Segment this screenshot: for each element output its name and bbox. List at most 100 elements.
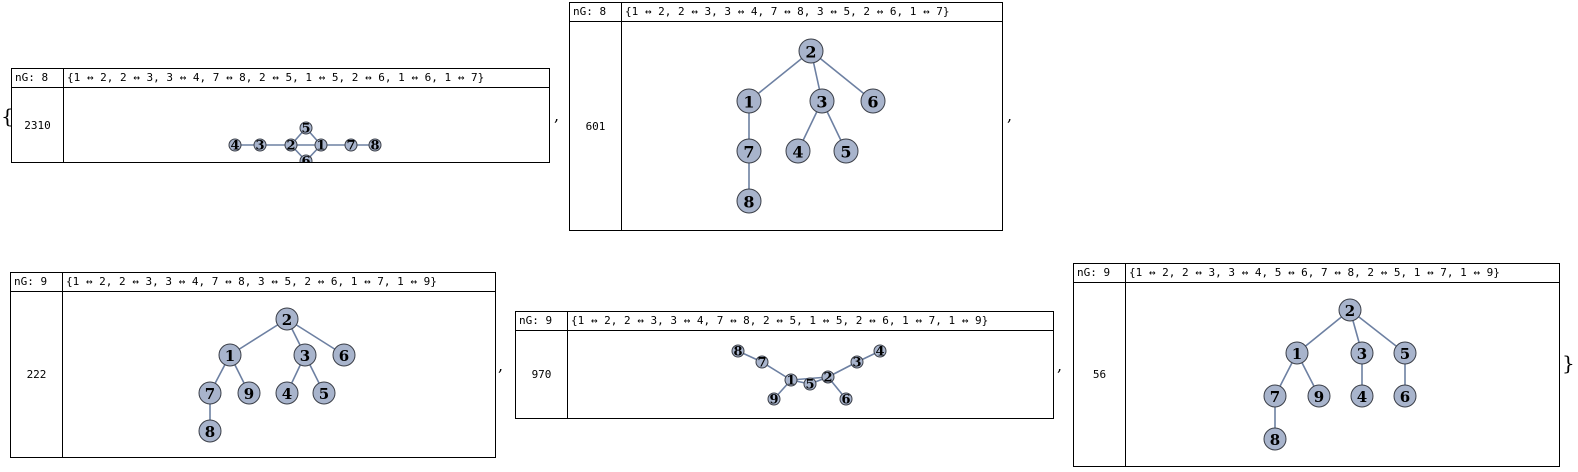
graph-node-2: 2 [1338,298,1362,322]
graph-node-3: 3 [850,355,864,371]
graph-node-5: 5 [1393,341,1417,365]
graph-node-circle [1393,341,1417,365]
graph-node-8: 8 [731,344,745,360]
graph-node-circle [860,88,886,114]
graph-node-circle [1350,341,1374,365]
graph-node-4: 4 [228,138,242,154]
graph-node-label: 5 [301,122,310,137]
node-count-label: nG: 9 [516,312,568,330]
graph-node-8: 8 [1263,427,1287,451]
graph-node-circle [731,344,745,358]
graph-node-1: 1 [784,373,798,389]
graph-node-label: 8 [733,345,742,360]
graph-card-3: nG: 9 {1 ↔ 2, 2 ↔ 3, 3 ↔ 4, 7 ↔ 8, 3 ↔ 5… [10,272,496,458]
graph-node-2: 2 [798,38,824,64]
graph-node-circle [332,343,356,367]
graph-node-circle [198,381,222,405]
graph-count: 56 [1074,283,1126,466]
graph-card-1: nG: 8 {1 ↔ 2, 2 ↔ 3, 3 ↔ 4, 7 ↔ 8, 2 ↔ 5… [11,68,550,163]
graph-node-label: 9 [244,385,254,403]
graph-node-circle [228,138,242,152]
edge-list-text: {1 ↔ 2, 2 ↔ 3, 3 ↔ 4, 5 ↔ 6, 7 ↔ 8, 2 ↔ … [1129,266,1500,279]
graph-node-circle [368,138,382,152]
graph-node-label: 6 [841,393,850,408]
graph-node-6: 6 [860,88,886,114]
edge-list-text: {1 ↔ 2, 2 ↔ 3, 3 ↔ 4, 7 ↔ 8, 2 ↔ 5, 1 ↔ … [571,314,989,327]
graph-node-circle [344,138,358,152]
graph-count: 970 [516,331,568,418]
graph-node-circle [1338,298,1362,322]
graph-node-3: 3 [253,138,267,154]
graph-node-label: 3 [816,93,827,112]
graph-node-label: 2 [282,311,292,329]
graph-node-label: 8 [370,139,379,154]
graph-node-label: 6 [867,93,878,112]
graph-node-circle [312,381,336,405]
graph-edge-1-2 [748,50,812,102]
graph-node-circle [1307,384,1331,408]
graph-node-label: 6 [301,155,310,163]
graph-node-label: 9 [769,393,778,408]
graph-node-circle [293,343,317,367]
graph-node-circle [1285,341,1309,365]
graph-edge-2-6 [810,50,874,102]
graph-node-circle [833,138,859,164]
graph-node-2: 2 [821,370,835,386]
graph-node-3: 3 [809,88,835,114]
graph-node-circle [850,355,864,369]
graph-node-7: 7 [198,381,222,405]
graph-node-1: 1 [1285,341,1309,365]
graph-node-8: 8 [368,138,382,154]
graph-node-label: 1 [743,93,754,112]
graph-node-1: 1 [736,88,762,114]
node-count-label: nG: 9 [1074,264,1126,282]
graph-node-4: 4 [785,138,811,164]
graph-node-circle [736,188,762,214]
graph-node-label: 3 [1357,345,1367,363]
graph-node-circle [1350,384,1374,408]
open-brace: { [1,104,14,128]
graph-node-label: 8 [1270,431,1280,449]
graph-node-7: 7 [1263,384,1287,408]
edge-list-text: {1 ↔ 2, 2 ↔ 3, 3 ↔ 4, 7 ↔ 8, 2 ↔ 5, 1 ↔ … [67,71,485,84]
graph-node-circle [809,88,835,114]
graph-node-label: 7 [743,143,754,162]
graph-node-label: 8 [205,423,215,441]
separator-comma: , [1007,106,1013,125]
graph-node-circle [299,154,313,162]
graph-node-label: 3 [852,356,861,371]
graph-node-7: 7 [344,138,358,154]
graph-node-label: 7 [205,385,215,403]
graph-count: 2310 [12,88,64,162]
graph-header: nG: 9 {1 ↔ 2, 2 ↔ 3, 3 ↔ 4, 7 ↔ 8, 2 ↔ 5… [516,312,1053,331]
graph-node-1: 1 [218,343,242,367]
graph-node-label: 5 [805,378,814,393]
graph-node-label: 9 [1314,388,1324,406]
graph-node-3: 3 [293,343,317,367]
graph-drawing: 1 2 3 4 5 6 7 8 [622,22,1002,230]
graph-node-circle [839,392,853,406]
graph-node-circle [736,88,762,114]
graph-node-5: 5 [803,377,817,393]
separator-comma: , [554,106,560,125]
graph-node-label: 7 [346,139,355,154]
graph-node-circle [1263,427,1287,451]
graph-node-label: 4 [1357,388,1367,406]
graph-count: 222 [11,292,63,457]
graph-header: nG: 9 {1 ↔ 2, 2 ↔ 3, 3 ↔ 4, 5 ↔ 6, 7 ↔ 8… [1074,264,1559,283]
graph-node-6: 6 [839,392,853,408]
graph-node-label: 1 [1292,345,1302,363]
graph-node-circle [736,138,762,164]
graph-card-4: nG: 9 {1 ↔ 2, 2 ↔ 3, 3 ↔ 4, 7 ↔ 8, 2 ↔ 5… [515,311,1054,419]
graph-node-4: 4 [275,381,299,405]
graph-node-label: 7 [757,356,766,371]
close-brace: } [1562,351,1575,375]
graph-node-label: 2 [823,371,832,386]
graph-node-label: 4 [282,385,292,403]
separator-comma: , [498,356,504,375]
graph-node-2: 2 [275,307,299,331]
graph-node-9: 9 [1307,384,1331,408]
graph-node-8: 8 [736,188,762,214]
graph-node-label: 5 [319,385,329,403]
